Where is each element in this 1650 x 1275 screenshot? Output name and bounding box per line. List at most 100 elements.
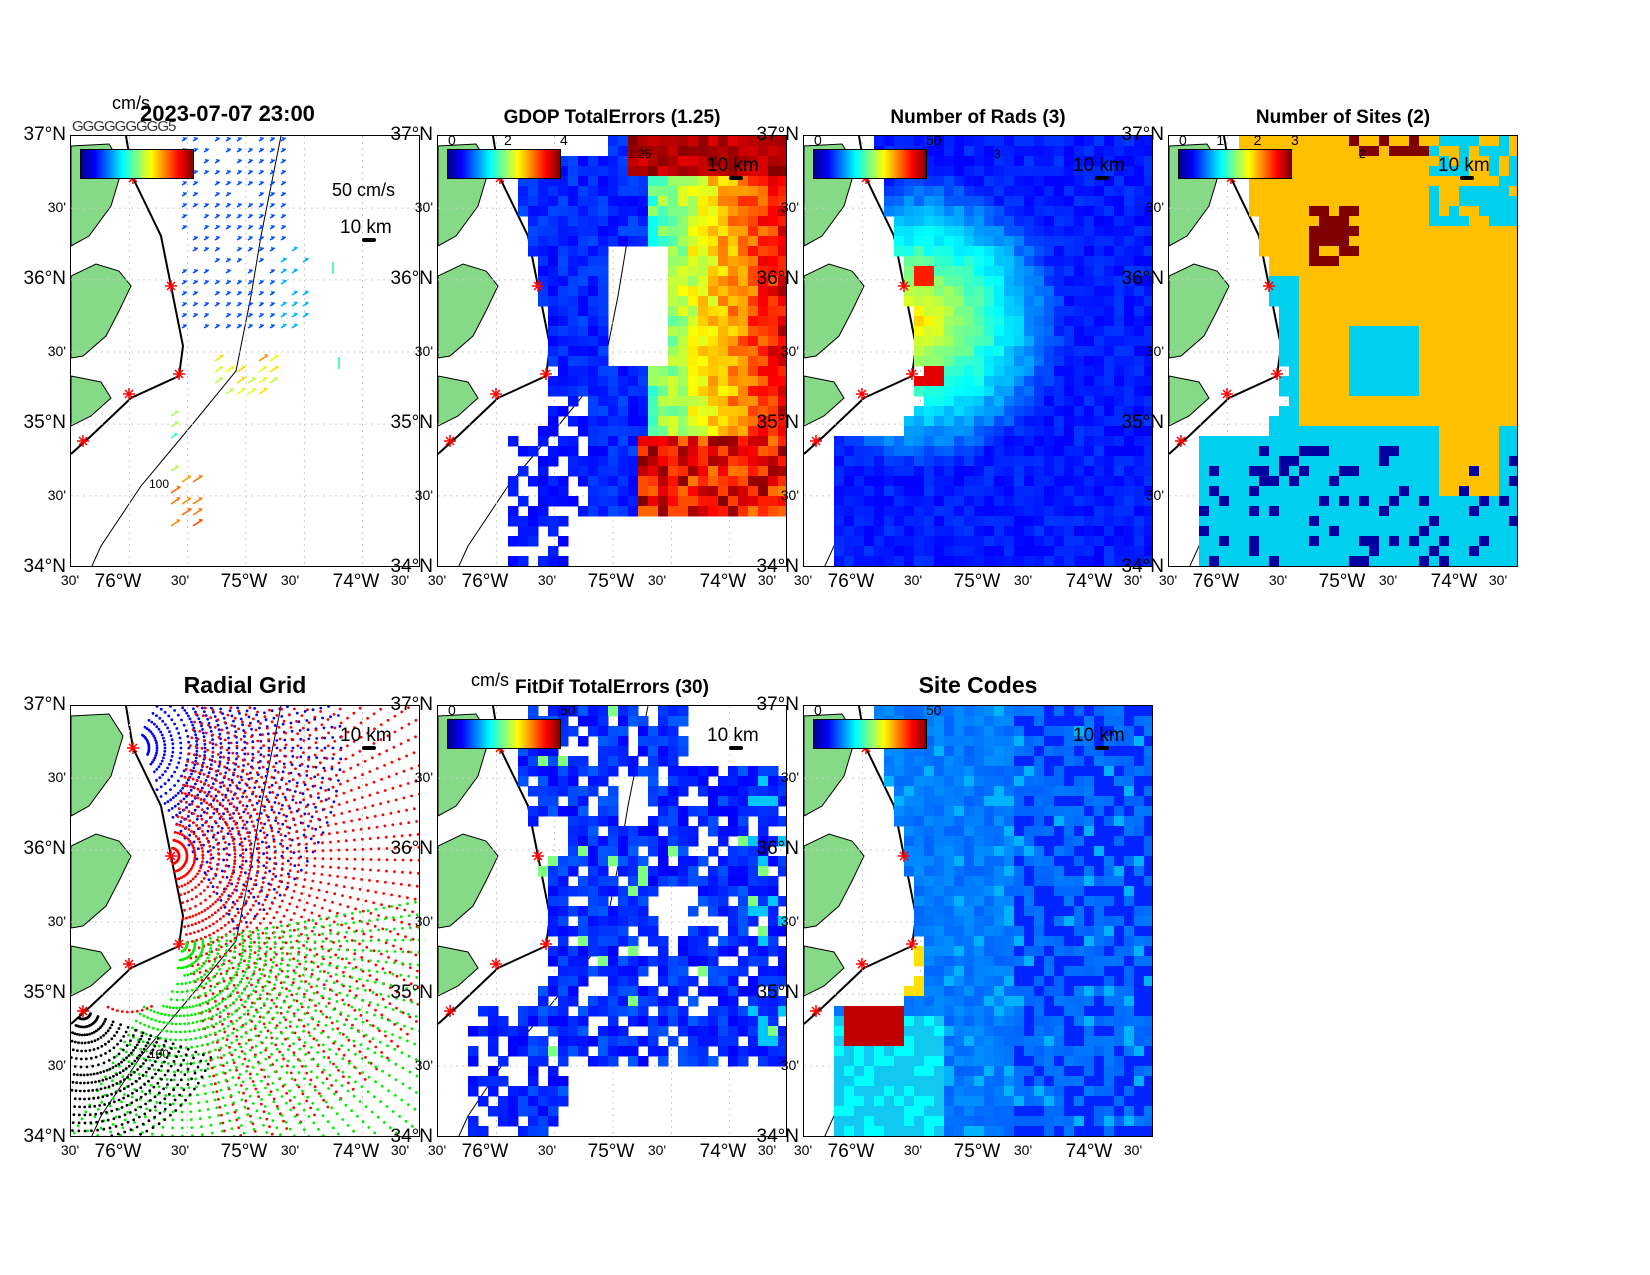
- map-svg: 100: [71, 706, 419, 1136]
- scale-label: 10 km: [340, 217, 392, 238]
- contour-label: 100: [149, 1047, 169, 1061]
- scale-bar: [362, 238, 376, 242]
- longitude-label: 30': [647, 572, 667, 588]
- map-svg: 100: [71, 136, 419, 566]
- map-area: [437, 705, 787, 1137]
- latitude-label: 35°N: [23, 412, 66, 433]
- panel-gdop-total-errors: 1.25 GDOP TotalErrors (1.25) 0 2 4 10 km 37°N 3…: [391, 107, 787, 592]
- longitude-label: 76°W: [1192, 571, 1240, 592]
- land-mass: [71, 713, 132, 997]
- panel-title: Site Codes: [918, 672, 1038, 698]
- latitude-label: 30': [414, 343, 433, 359]
- map-area: 3: [803, 135, 1153, 567]
- reference-vector-label: 50 cm/s: [332, 180, 396, 200]
- colorbar: 0 1 2 3: [1178, 132, 1299, 179]
- panel-number-of-rads: 3 Number of Rads (3) 0 50 10 km 37°N 30' 36°N 30…: [757, 107, 1153, 592]
- colorbar-tick-label: 2: [1253, 132, 1262, 148]
- colorbar: 0 50: [813, 702, 942, 749]
- colorbar: 0 2 4: [447, 132, 568, 179]
- latitude-label: 30': [1145, 487, 1164, 503]
- contour-label: 1.25: [628, 147, 652, 161]
- latitude-label: 34°N: [23, 1126, 66, 1147]
- site-marker: [856, 388, 868, 400]
- latitude-label: 30': [780, 1057, 799, 1073]
- longitude-label: 30': [390, 1142, 410, 1158]
- colorbar-tick-label: 50: [926, 702, 942, 718]
- latitude-label: 30': [780, 487, 799, 503]
- longitude-label: 76°W: [94, 571, 142, 592]
- colorbar-tick-label: 0: [448, 132, 456, 148]
- colorbar-tick-label: 0: [1179, 132, 1187, 148]
- data-cells: [834, 706, 1152, 1136]
- latitude-label: 37°N: [756, 124, 799, 145]
- map-area: 2: [1168, 135, 1518, 567]
- isobath-100m: [91, 706, 282, 1136]
- longitude-label: 30': [793, 1142, 813, 1158]
- current-vectors: [170, 136, 340, 527]
- coastline: [71, 136, 185, 455]
- longitude-label: 30': [170, 572, 190, 588]
- scale-bar: [1095, 176, 1109, 180]
- site-marker: [1175, 435, 1187, 447]
- longitude-label: 74°W: [332, 1141, 380, 1162]
- colorbar-tick-label: 0: [814, 702, 822, 718]
- contour-label: 2: [1359, 147, 1366, 161]
- data-cells: [468, 706, 786, 1136]
- latitude-label: 34°N: [390, 1126, 433, 1147]
- longitude-label: 30': [427, 572, 447, 588]
- longitude-label: 30': [1013, 1142, 1033, 1158]
- longitude-label: 30': [537, 572, 557, 588]
- longitude-label: 30': [1378, 572, 1398, 588]
- colorbar: [80, 149, 194, 179]
- scale-label: 10 km: [707, 725, 759, 746]
- latitude-label: 37°N: [756, 694, 799, 715]
- site-marker: [173, 938, 185, 950]
- latitude-label: 37°N: [1121, 124, 1164, 145]
- land-mass: [438, 713, 499, 997]
- latitude-label: 30': [780, 343, 799, 359]
- colorbar-tick-label: 4: [560, 132, 568, 148]
- latitude-label: 30': [47, 343, 66, 359]
- latitude-label: 30': [414, 913, 433, 929]
- latitude-label: 30': [414, 1057, 433, 1073]
- isobath-100m: [91, 136, 282, 566]
- longitude-label: 76°W: [461, 1141, 509, 1162]
- longitude-label: 75°W: [220, 571, 268, 592]
- scale-bar: [362, 746, 376, 750]
- scale-bar: [1095, 746, 1109, 750]
- panel-title: Radial Grid: [183, 672, 307, 698]
- colorbar-tick-label: 1: [1216, 132, 1225, 148]
- latitude-label: 36°N: [390, 838, 433, 859]
- map-svg: [438, 706, 786, 1136]
- latitude-label: 30': [414, 769, 433, 785]
- map-svg: 3: [804, 136, 1152, 566]
- colorbar-tick-label: 0: [814, 132, 822, 148]
- latitude-label: 35°N: [756, 412, 799, 433]
- longitude-label: 30': [280, 572, 300, 588]
- colorbar-tick-label: 0: [448, 702, 456, 718]
- longitude-label: 30': [280, 1142, 300, 1158]
- longitude-label: 74°W: [699, 1141, 747, 1162]
- land-mass: [71, 143, 132, 427]
- latitude-label: 35°N: [390, 982, 433, 1003]
- latitude-label: 30': [1145, 343, 1164, 359]
- map-area: 1.25: [437, 135, 787, 567]
- longitude-label: 30': [793, 572, 813, 588]
- longitude-label: 30': [757, 572, 777, 588]
- map-svg: [804, 706, 1152, 1136]
- longitude-label: 30': [1158, 572, 1178, 588]
- contour-label: 3: [994, 147, 1001, 161]
- site-marker: [898, 850, 910, 862]
- site-marker: [123, 958, 135, 970]
- latitude-label: 30': [47, 913, 66, 929]
- latitude-label: 37°N: [390, 124, 433, 145]
- latitude-label: 36°N: [756, 268, 799, 289]
- longitude-label: 75°W: [953, 1141, 1001, 1162]
- longitude-label: 30': [60, 572, 80, 588]
- data-cells: [508, 136, 786, 566]
- panel-title: Number of Rads (3): [890, 107, 1066, 128]
- site-marker: [77, 1005, 89, 1017]
- panel-fitdif-total-errors: FitDif TotalErrors (30) 0 50 cm/s 10 km 37°N 3…: [391, 670, 787, 1162]
- site-marker: [444, 1005, 456, 1017]
- longitude-label: 74°W: [1430, 571, 1478, 592]
